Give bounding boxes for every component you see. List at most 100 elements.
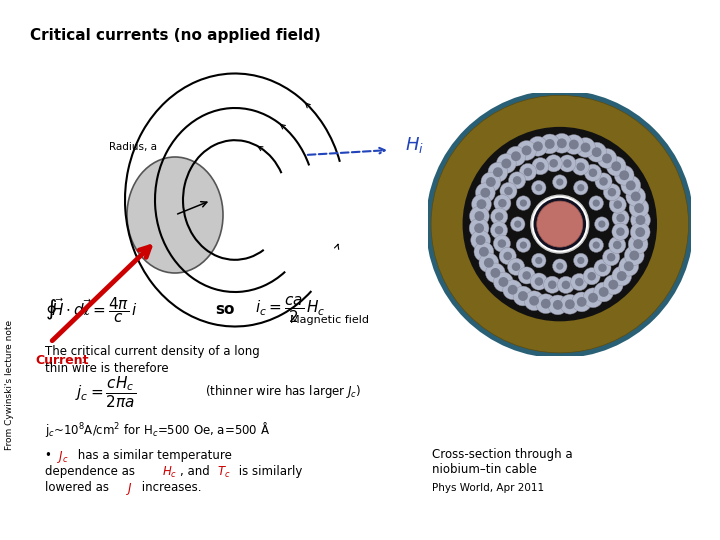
Circle shape xyxy=(474,242,494,261)
Circle shape xyxy=(504,187,513,195)
Circle shape xyxy=(488,163,508,182)
Circle shape xyxy=(608,188,616,197)
Circle shape xyxy=(631,210,650,230)
Circle shape xyxy=(508,285,518,295)
Circle shape xyxy=(603,275,623,294)
Circle shape xyxy=(562,281,570,289)
Circle shape xyxy=(565,299,575,309)
Circle shape xyxy=(594,282,613,302)
Circle shape xyxy=(535,257,542,264)
Circle shape xyxy=(503,280,523,300)
Circle shape xyxy=(577,163,585,171)
Circle shape xyxy=(528,137,548,156)
Text: j$_c$~10$^8$A/cm$^2$ for H$_c$=500 Oe, a=500 Å: j$_c$~10$^8$A/cm$^2$ for H$_c$=500 Oe, a… xyxy=(45,420,270,439)
Text: $T_c$: $T_c$ xyxy=(217,465,230,480)
Circle shape xyxy=(589,238,603,252)
Circle shape xyxy=(462,127,657,321)
Circle shape xyxy=(495,226,503,234)
Text: $\oint\!\! \vec{H} \cdot d\vec{\ell} = \dfrac{4\pi}{c}\,i$: $\oint\!\! \vec{H} \cdot d\vec{\ell} = \… xyxy=(45,295,138,325)
Circle shape xyxy=(516,196,531,210)
Circle shape xyxy=(593,199,600,207)
Circle shape xyxy=(611,161,621,171)
Text: H$_i$: H$_i$ xyxy=(405,135,424,155)
Ellipse shape xyxy=(127,157,223,273)
Circle shape xyxy=(531,273,547,290)
Text: has a similar temperature: has a similar temperature xyxy=(74,449,232,462)
Text: From Cywinski's lecture note: From Cywinski's lecture note xyxy=(6,320,14,450)
Circle shape xyxy=(577,297,587,307)
Circle shape xyxy=(498,277,508,287)
Circle shape xyxy=(616,214,625,222)
Circle shape xyxy=(608,237,626,253)
Circle shape xyxy=(493,272,513,292)
Circle shape xyxy=(529,296,539,306)
Circle shape xyxy=(533,141,543,151)
Circle shape xyxy=(536,294,556,314)
Circle shape xyxy=(612,266,631,286)
Circle shape xyxy=(608,280,618,289)
Circle shape xyxy=(603,184,621,201)
Text: thin wire is therefore: thin wire is therefore xyxy=(45,362,168,375)
Circle shape xyxy=(490,268,500,278)
Circle shape xyxy=(471,230,490,250)
Circle shape xyxy=(595,217,609,231)
Circle shape xyxy=(629,198,649,218)
Circle shape xyxy=(493,167,503,177)
Circle shape xyxy=(592,147,602,157)
Circle shape xyxy=(500,183,517,199)
Circle shape xyxy=(624,246,644,265)
Circle shape xyxy=(559,155,576,172)
Text: (thinner wire has larger $J_c$): (thinner wire has larger $J_c$) xyxy=(205,383,361,401)
Text: increases.: increases. xyxy=(138,481,202,494)
Circle shape xyxy=(621,176,641,195)
Circle shape xyxy=(574,180,588,195)
Circle shape xyxy=(580,143,590,152)
Circle shape xyxy=(479,247,489,256)
Circle shape xyxy=(571,273,588,291)
Circle shape xyxy=(426,90,694,358)
Circle shape xyxy=(540,134,559,154)
Circle shape xyxy=(595,173,612,190)
Circle shape xyxy=(519,164,536,180)
Circle shape xyxy=(556,178,564,186)
Circle shape xyxy=(532,158,549,175)
Circle shape xyxy=(544,276,561,293)
Circle shape xyxy=(594,259,611,276)
Text: lowered as: lowered as xyxy=(45,481,113,494)
Text: Cross-section through a: Cross-section through a xyxy=(432,448,572,461)
Circle shape xyxy=(629,251,639,260)
Circle shape xyxy=(564,134,584,154)
Circle shape xyxy=(531,180,546,195)
Circle shape xyxy=(553,300,563,310)
Circle shape xyxy=(481,172,500,192)
Circle shape xyxy=(560,294,580,314)
Text: , and: , and xyxy=(180,465,214,478)
Circle shape xyxy=(583,288,603,308)
Circle shape xyxy=(626,187,646,206)
Circle shape xyxy=(495,212,503,221)
Circle shape xyxy=(545,155,562,172)
Circle shape xyxy=(531,253,546,268)
Circle shape xyxy=(498,199,507,207)
Circle shape xyxy=(431,96,688,353)
Circle shape xyxy=(480,188,490,198)
Circle shape xyxy=(523,168,532,176)
Circle shape xyxy=(479,253,499,273)
Circle shape xyxy=(514,220,521,228)
Circle shape xyxy=(535,277,543,286)
Circle shape xyxy=(635,227,645,237)
Circle shape xyxy=(497,154,516,173)
Circle shape xyxy=(536,162,544,171)
Circle shape xyxy=(493,235,510,252)
Circle shape xyxy=(557,276,575,293)
Circle shape xyxy=(469,218,489,238)
Text: Radius, a: Radius, a xyxy=(109,142,157,152)
Circle shape xyxy=(587,143,606,162)
Circle shape xyxy=(499,247,516,265)
Text: is similarly: is similarly xyxy=(235,465,302,478)
Circle shape xyxy=(613,241,621,249)
Circle shape xyxy=(598,264,607,272)
Circle shape xyxy=(508,258,525,275)
Circle shape xyxy=(552,259,567,273)
Circle shape xyxy=(476,235,485,245)
